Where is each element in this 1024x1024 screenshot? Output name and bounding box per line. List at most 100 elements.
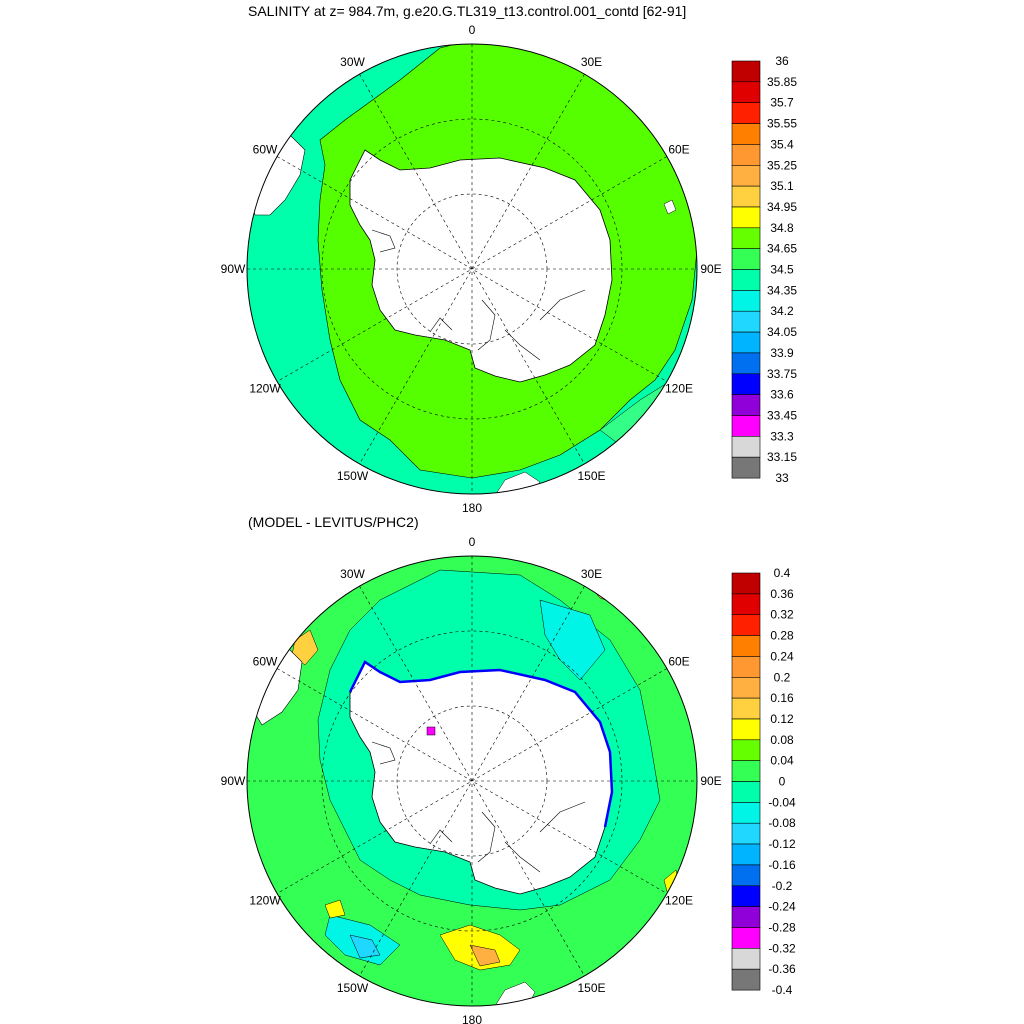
meridian-label-bottom-5: 150E [577,981,605,995]
colorbar-bottom-swatch-0 [731,572,761,595]
meridian-label-top-4: 120E [665,382,693,396]
colorbar-top-swatch-12 [731,310,761,333]
colorbar-difference: 0.4 0.36 0.32 0.28 0.24 0.2 0.16 0.12 0.08 0.04 0 -… [731,566,796,997]
colorbar-bottom-label-12: -0.08 [768,816,796,830]
colorbar-bottom-label-20: -0.4 [772,983,793,997]
colorbar-top-label-14: 33.9 [770,346,794,360]
diff-region-minus-0-12-south [349,934,381,959]
colorbar-bottom-swatch-4 [731,656,761,678]
colorbar-bottom-swatch-9 [731,760,761,782]
meridian-label-bottom-11: 30W [340,567,365,581]
colorbar-bottom-swatch-12 [731,822,761,845]
meridian-label-top-5: 150E [577,469,605,483]
meridian-label-bottom-7: 150W [337,981,369,995]
colorbar-top-label-20: 33 [775,471,789,485]
colorbar-bottom-swatch-7 [731,718,761,741]
colorbar-top-label-17: 33.45 [767,409,797,423]
graticule-bottom [247,556,697,1006]
colorbar-bottom-label-0: 0.4 [774,566,791,580]
colorbar-bottom-label-18: -0.32 [768,941,796,955]
colorbar-bottom-swatch-13 [731,843,761,866]
meridian-label-bottom-2: 60E [668,655,689,669]
colorbar-bottom-label-15: -0.2 [772,879,793,893]
diff-region-magenta-spot [426,726,436,736]
meridian-label-bottom-4: 120E [665,894,693,908]
antarctica-coastline-detail-bottom [371,741,586,873]
meridian-label-top-0: 0 [469,23,476,37]
colorbar-top-label-16: 33.6 [770,388,794,402]
meridian-label-top-7: 150W [337,469,369,483]
colorbar-top-swatch-5 [731,165,761,187]
meridian-label-bottom-0: 0 [469,535,476,549]
meridian-label-top-3: 90E [700,262,721,276]
colorbar-top-swatch-8 [731,227,761,250]
colorbar-top-label-9: 34.65 [767,242,797,256]
map-title-difference: (MODEL - LEVITUS/PHC2) [248,514,419,530]
meridian-label-top-10: 60W [253,143,278,157]
colorbar-top-swatch-13 [731,331,761,354]
colorbar-top-label-0: 36 [775,54,789,68]
colorbar-top-swatch-6 [731,185,761,208]
colorbar-bottom-label-11: -0.04 [768,795,796,809]
colorbar-top-label-4: 35.4 [770,137,794,151]
antarctica-land [349,149,613,383]
diff-region-coastal-negative [348,660,614,828]
meridian-label-top-6: 180 [462,501,482,515]
colorbar-bottom-label-7: 0.12 [770,712,794,726]
colorbar-top-label-18: 33.3 [770,429,794,443]
colorbar-top-label-19: 33.15 [767,450,797,464]
colorbar-bottom-swatch-2 [731,614,761,636]
colorbar-bottom-label-19: -0.36 [768,962,796,976]
colorbar-bottom-swatch-10 [731,781,761,803]
colorbar-top-label-11: 34.35 [767,283,797,297]
colorbar-bottom-swatch-15 [731,885,761,907]
colorbar-bottom-label-6: 0.16 [770,691,794,705]
colorbar-top-label-13: 34.05 [767,325,797,339]
colorbar-top-swatch-16 [731,394,761,416]
meridian-label-bottom-10: 60W [253,655,278,669]
meridian-label-top-8: 120W [249,382,281,396]
colorbar-top-swatch-3 [731,123,761,145]
colorbar-bottom-swatch-14 [731,864,761,887]
colorbar-top-swatch-2 [731,102,761,124]
colorbar-top-label-15: 33.75 [767,367,797,381]
colorbar-bottom-label-3: 0.28 [770,629,794,643]
colorbar-top-swatch-10 [731,269,761,291]
colorbar-bottom-swatch-6 [731,697,761,720]
colorbar-bottom-swatch-17 [731,927,761,949]
colorbar-top-swatch-1 [731,81,761,104]
colorbar-bottom-label-13: -0.12 [768,837,796,851]
colorbar-top-swatch-7 [731,206,761,229]
diff-region-positive-0-2-south [469,944,501,967]
colorbar-bottom-swatch-19 [731,968,761,991]
colorbar-top-swatch-0 [731,60,761,83]
difference-polar-map: 0 30E 60E 90E 120E 150E 180 150W 120W 90W 60W 30W [221,535,722,1024]
graticule-top [247,44,697,494]
colorbar-top-swatch-17 [731,415,761,437]
meridian-labels-top: 0 30E 60E 90E 120E 150E 180 150W 120W 90W 60W 30W [221,23,722,515]
colorbar-top-label-1: 35.85 [767,75,797,89]
meridian-label-top-1: 30E [581,55,602,69]
colorbar-top-swatch-15 [731,373,761,395]
diff-region-minus-0-08-east [539,599,606,681]
colorbar-bottom-label-8: 0.08 [770,733,794,747]
colorbar-bottom-label-17: -0.28 [768,921,796,935]
colorbar-bottom-label-9: 0.04 [770,754,794,768]
antarctica-coastline-detail [371,229,586,361]
colorbar-bottom-label-2: 0.32 [770,608,794,622]
colorbar-top-swatch-4 [731,144,761,166]
colorbar-bottom-swatch-5 [731,676,761,699]
colorbar-top-label-12: 34.2 [770,304,794,318]
meridian-label-bottom-1: 30E [581,567,602,581]
colorbar-top-swatch-19 [731,456,761,479]
map-border-top [246,43,698,495]
colorbar-top-label-3: 35.55 [767,117,797,131]
colorbar-salinity: 36 35.85 35.7 35.55 35.4 35.25 35.1 34.95 34.8 34… [731,54,797,485]
colorbar-bottom-swatch-3 [731,635,761,657]
island-east [663,199,677,215]
salinity-polar-map: 0 30E 60E 90E 120E 150E 180 150W 120W 90W 60W 30W [221,23,722,515]
diff-region-positive-patch-120W [324,899,346,919]
meridian-label-bottom-3: 90E [700,774,721,788]
colorbar-bottom-swatch-18 [731,947,761,970]
meridian-labels-bottom: 0 30E 60E 90E 120E 150E 180 150W 120W 90W 60W 30W [221,535,722,1024]
